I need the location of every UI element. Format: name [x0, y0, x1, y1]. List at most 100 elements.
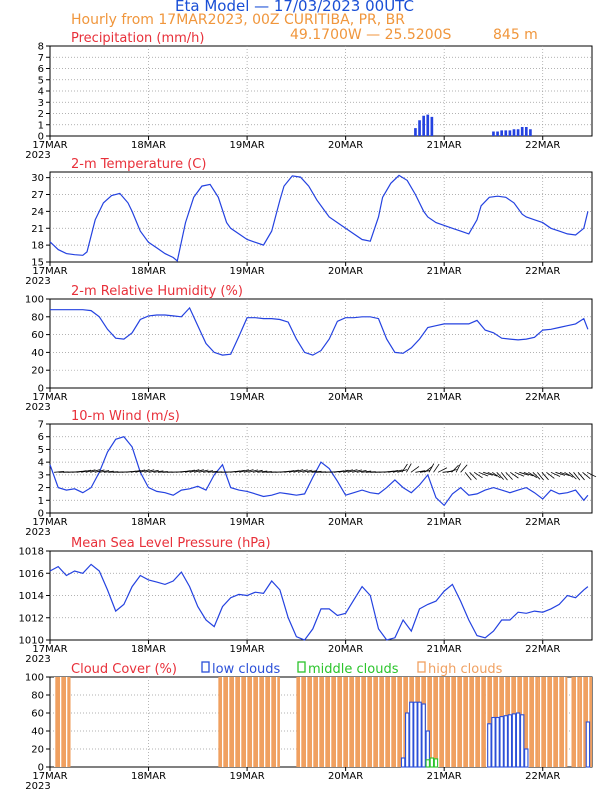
wind-vector	[306, 470, 317, 473]
high-cloud-bar	[296, 677, 416, 767]
y-tick-label: 27	[31, 190, 44, 201]
wind-vector	[194, 469, 204, 473]
x-tick-label: 22MAR	[525, 392, 560, 403]
series-line	[49, 174, 589, 262]
y-tick-label: 3	[38, 98, 44, 109]
plot-frame	[49, 298, 593, 389]
wind-vector	[469, 472, 477, 480]
wind-vector	[139, 469, 150, 473]
low-cloud-bar	[519, 714, 525, 768]
wind-vector	[519, 471, 529, 476]
wind-vector	[510, 471, 519, 479]
y-tick-label: 1018	[19, 547, 44, 558]
wind-vector	[388, 470, 399, 473]
x-tick-label: 19MAR	[230, 771, 265, 782]
wind-vector	[90, 469, 100, 473]
wind-vector	[455, 463, 461, 473]
wind-vector	[148, 469, 159, 473]
wind-vector	[433, 463, 440, 473]
wind-vector	[505, 472, 513, 480]
wind-vector	[284, 470, 295, 473]
x-tick-label: 20MAR	[328, 517, 363, 528]
precip-bar	[496, 131, 499, 136]
x-tick-label: 19MAR	[230, 140, 265, 151]
y-tick-label: 20	[31, 745, 44, 756]
x-tick-label: 21MAR	[427, 771, 462, 782]
y-tick-label: 2	[38, 483, 44, 494]
panel-title-precipitation: Precipitation (mm/h)	[71, 31, 204, 46]
high-cloud-bar	[538, 677, 568, 767]
low-cloud-bar	[503, 715, 508, 768]
y-tick-label: 24	[31, 207, 44, 218]
x-tick-label: 20MAR	[328, 644, 363, 655]
x-tick-label: 21MAR	[427, 392, 462, 403]
wind-vector	[302, 469, 313, 473]
middle-cloud-bar	[429, 757, 435, 768]
wind-vector	[189, 469, 200, 473]
location-coords: 49.1700W — 25.5200S	[290, 27, 452, 43]
y-tick-label: 2	[38, 109, 44, 120]
wind-vector	[460, 464, 468, 473]
high-cloud-bar	[218, 677, 280, 767]
x-tick-label: 17MAR	[32, 771, 67, 782]
wind-vector	[392, 469, 403, 473]
series-line	[50, 306, 589, 356]
x-tick-label: 17MAR	[32, 140, 67, 151]
wind-vector	[487, 471, 498, 477]
x-year-label: 2023	[25, 527, 50, 538]
precip-bar	[430, 116, 434, 136]
wind-vector	[550, 471, 561, 477]
y-tick-label: 1012	[19, 613, 44, 624]
precip-bar	[414, 128, 417, 136]
wind-vector	[559, 471, 570, 477]
low-cloud-bar	[507, 714, 513, 768]
y-tick-label: 7	[38, 420, 44, 431]
wind-vector	[343, 469, 353, 473]
legend-low-clouds: low clouds	[212, 662, 281, 677]
wind-vector	[446, 469, 457, 473]
wind-vector	[94, 469, 105, 473]
wind-vector	[207, 470, 218, 473]
x-year-label: 2023	[25, 276, 50, 287]
panel-temperature: 15 18 21 24 27 30 17MAR 18MAR 19MAR 20MAR 21MAR 22M…	[25, 157, 593, 287]
precip-bar	[524, 127, 528, 136]
low-cloud-bar	[421, 703, 426, 768]
wind-vector	[361, 470, 372, 473]
high-cloud-bar	[571, 677, 580, 767]
x-tick-label: 17MAR	[32, 266, 67, 277]
wind-vector	[424, 465, 433, 473]
wind-vector	[397, 469, 408, 473]
wind-vector	[234, 469, 245, 473]
x-tick-label: 22MAR	[525, 517, 560, 528]
precip-bar	[520, 127, 524, 136]
x-year-label: 2023	[25, 781, 50, 792]
cloud-legend: Cloud Cover (%) low clouds middle clouds…	[71, 661, 503, 677]
wind-vector	[85, 469, 96, 473]
x-tick-label: 17MAR	[32, 517, 67, 528]
y-tick-label: 1	[38, 496, 44, 507]
x-tick-label: 18MAR	[131, 392, 166, 403]
wind-vector	[437, 467, 448, 473]
y-tick-label: 8	[38, 42, 44, 53]
wind-vector	[546, 471, 555, 479]
x-tick-label: 22MAR	[525, 771, 560, 782]
low-cloud-bar	[400, 757, 406, 768]
precip-bar	[500, 130, 504, 136]
panel-cloud: 0 20 40 60 80 100 17MAR 18MAR 19MAR 20MAR 21MAR 22M…	[25, 673, 593, 792]
plot-frame	[49, 171, 593, 263]
wind-vector	[293, 469, 304, 473]
wind-vector	[537, 472, 544, 481]
y-tick-label: 1014	[19, 591, 44, 602]
precip-bar	[512, 129, 516, 136]
wind-vector	[564, 471, 574, 478]
y-tick-label: 5	[38, 75, 44, 86]
y-tick-label: 80	[31, 312, 44, 323]
y-tick-label: 15	[31, 258, 44, 269]
wind-vector	[541, 472, 549, 481]
y-tick-label: 3	[38, 470, 44, 481]
panel-pressure: 1010 1012 1014 1016 1018 17MAR 18MAR 19MAR 20MAR…	[19, 536, 593, 665]
y-tick-label: 4	[38, 87, 44, 98]
wind-vector	[54, 470, 65, 473]
